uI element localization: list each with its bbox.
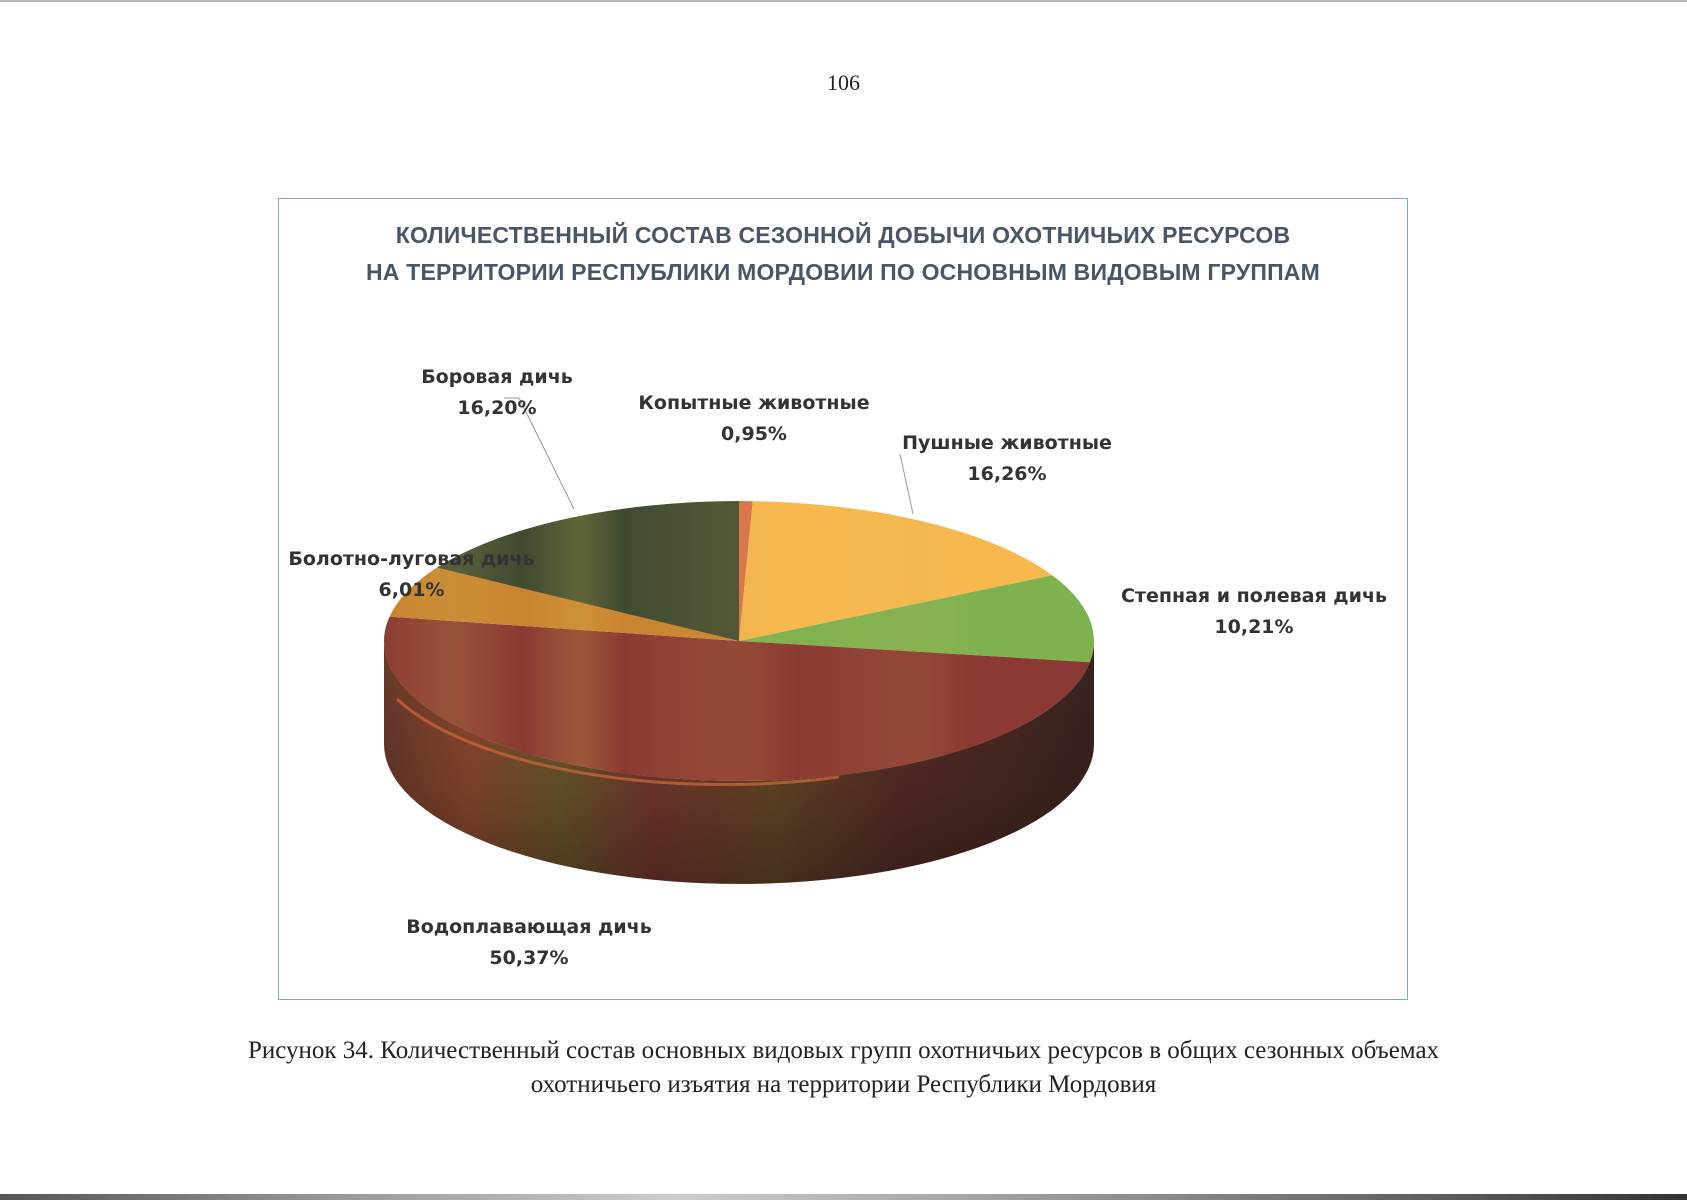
figure-caption-line-1: Рисунок 34. Количественный состав основн… xyxy=(247,1037,1440,1064)
figure-caption: Рисунок 34. Количественный состав основн… xyxy=(0,1034,1687,1102)
pie-chart xyxy=(384,397,1094,884)
label-bolotno-lugovaya: Болотно-луговая дичь 6,01% xyxy=(288,548,535,601)
label-vodoplavayushchaya: Водоплавающая дичь 50,37% xyxy=(406,916,652,969)
label-kopytnye: Копытные животные 0,95% xyxy=(638,392,870,445)
chart-title-line-1: КОЛИЧЕСТВЕННЫЙ СОСТАВ СЕЗОННОЙ ДОБЫЧИ ОХ… xyxy=(395,222,1291,248)
label-borovaya: Боровая дичь 16,20% xyxy=(421,366,573,419)
pie-top xyxy=(384,501,1094,781)
chart-title-line-2: НА ТЕРРИТОРИИ РЕСПУБЛИКИ МОРДОВИИ ПО ОСН… xyxy=(366,259,1320,285)
leader-borovaya xyxy=(518,397,575,510)
figure-caption-line-2: охотничьего изъятия на территории Респуб… xyxy=(530,1071,1157,1098)
label-pushnye: Пушные животные 16,26% xyxy=(902,432,1112,485)
page-bottom-edge xyxy=(0,1194,1687,1200)
chart-title: КОЛИЧЕСТВЕННЫЙ СОСТАВ СЕЗОННОЙ ДОБЫЧИ ОХ… xyxy=(279,217,1407,291)
page-number: 106 xyxy=(827,70,860,95)
label-stepnaya: Степная и полевая дичь 10,21% xyxy=(1120,585,1388,638)
leader-pushnye xyxy=(899,453,914,515)
page-top-edge xyxy=(0,0,1687,2)
chart-frame: КОЛИЧЕСТВЕННЫЙ СОСТАВ СЕЗОННОЙ ДОБЫЧИ ОХ… xyxy=(278,198,1408,1000)
